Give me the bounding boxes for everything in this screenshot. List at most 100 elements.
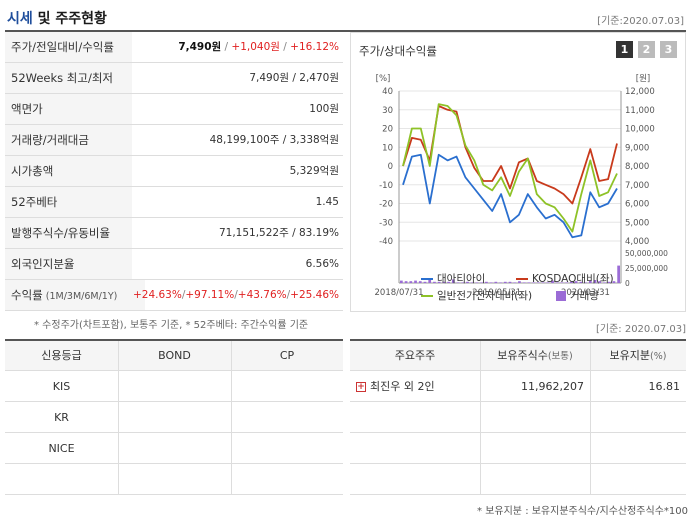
price-value-part: +25.46% bbox=[290, 289, 339, 301]
legend-label-volume: 거래량 bbox=[570, 290, 599, 302]
credit-agency: KR bbox=[54, 411, 69, 424]
price-row-label: 주가/전일대비/수익률 bbox=[5, 32, 132, 62]
price-value-part: / bbox=[286, 289, 291, 301]
table-row: + 최진우 외 2인 11,962,207 16.81 bbox=[350, 371, 686, 402]
volume-bar bbox=[603, 282, 606, 283]
price-row-label: 발행주식수/유동비율 bbox=[5, 218, 132, 248]
volume-bar bbox=[423, 281, 427, 283]
holder-name-cell bbox=[350, 433, 480, 463]
volume-bar bbox=[560, 282, 564, 283]
volume-bar bbox=[527, 282, 531, 283]
legend-item-kosdaq: KOSDAQ대비(좌) bbox=[516, 271, 614, 286]
cp-grade bbox=[231, 433, 343, 463]
price-row-label: 52Weeks 최고/최저 bbox=[5, 63, 132, 93]
y2-tick-label: 12,000 bbox=[625, 87, 655, 97]
y2-tick-label: 8,000 bbox=[625, 162, 649, 172]
col-shares: 보유주식수(보통) bbox=[480, 341, 590, 370]
volume-bar bbox=[480, 282, 484, 283]
price-row-label: 액면가 bbox=[5, 94, 132, 124]
chart-page-1[interactable]: 1 bbox=[616, 41, 633, 58]
volume-bar bbox=[414, 280, 417, 283]
chart-page-3[interactable]: 3 bbox=[660, 41, 677, 58]
y2-tick-label: 7,000 bbox=[625, 181, 649, 191]
volume-bar bbox=[588, 280, 592, 283]
credit-agency bbox=[5, 464, 118, 494]
price-row: 거래량/거래대금 48,199,100주 / 3,338억원 bbox=[5, 125, 343, 156]
volume-bar bbox=[409, 281, 413, 283]
price-row-label-text: 액면가 bbox=[11, 102, 43, 116]
price-value-part: +97.11% bbox=[185, 289, 235, 301]
holder-name: 최진우 외 2인 bbox=[370, 380, 435, 393]
price-row-value: 7,490원 / +1,040원 / +16.12% bbox=[178, 32, 339, 62]
table-row: KIS bbox=[5, 371, 343, 402]
volume-bar bbox=[418, 281, 422, 283]
price-value-part: / bbox=[181, 289, 186, 301]
table-row bbox=[350, 402, 686, 433]
volume-bar bbox=[489, 282, 493, 283]
legend-swatch-kosdaq bbox=[516, 278, 528, 280]
col-bond: BOND bbox=[158, 349, 191, 362]
price-row-label: 수익률 (1M/3M/6M/1Y) bbox=[5, 280, 145, 310]
price-row-value: 48,199,100주 / 3,338억원 bbox=[209, 134, 339, 146]
table-row bbox=[350, 433, 686, 464]
section-title: 시세 및 주주현황 bbox=[7, 8, 107, 28]
section-header: 시세 및 주주현황 [기준:2020.07.03] bbox=[5, 6, 686, 28]
base-date: [기준:2020.07.03] bbox=[597, 16, 684, 27]
volume-bar bbox=[461, 282, 465, 283]
holder-shares: 11,962,207 bbox=[521, 380, 584, 393]
price-row-label: 외국인지분율 bbox=[5, 249, 132, 279]
y-tick-label: -20 bbox=[379, 200, 393, 210]
holder-pct bbox=[590, 464, 686, 494]
volume-bar bbox=[518, 281, 521, 283]
chart-page-2[interactable]: 2 bbox=[638, 41, 655, 58]
holder-name-cell[interactable]: + 최진우 외 2인 bbox=[350, 371, 480, 401]
price-row-label-text: 시가총액 bbox=[11, 164, 54, 178]
price-row-label-text: 52주베타 bbox=[11, 195, 58, 209]
expand-icon[interactable]: + bbox=[356, 382, 366, 392]
volume-bar bbox=[612, 281, 616, 283]
volume-tick-label: 0 bbox=[625, 279, 630, 288]
return-chart: 40 12,000 30 11,000 20 10,000 10 9,000 0 8,000 -10… bbox=[375, 74, 669, 298]
legend-label-stock: 대아티아이 bbox=[437, 273, 486, 285]
y2-tick-label: 5,000 bbox=[625, 218, 649, 228]
legend-swatch-volume bbox=[556, 291, 566, 301]
volume-bar bbox=[565, 282, 569, 283]
cp-grade bbox=[231, 402, 343, 432]
volume-bar bbox=[499, 282, 502, 283]
price-value-part: +16.12% bbox=[290, 41, 339, 53]
volume-bar bbox=[433, 281, 436, 283]
base-date-2: [기준: 2020.07.03] bbox=[595, 324, 686, 335]
holder-shares bbox=[480, 402, 590, 432]
price-value-part: +24.63% bbox=[132, 289, 182, 301]
y2-tick-label: 6,000 bbox=[625, 200, 649, 210]
y2-tick-label: 11,000 bbox=[625, 106, 655, 116]
cp-grade bbox=[231, 464, 343, 494]
y-tick-label: 10 bbox=[382, 143, 393, 153]
volume-tick-label: 25,000,000 bbox=[625, 264, 668, 273]
volume-bar bbox=[503, 281, 507, 283]
price-info-table: 주가/전일대비/수익률 7,490원 / +1,040원 / +16.12% 52W… bbox=[5, 32, 343, 311]
price-row: 52주베타 1.45 bbox=[5, 187, 343, 218]
price-row-value: 71,151,522주 / 83.19% bbox=[218, 227, 339, 239]
volume-bar bbox=[593, 280, 597, 283]
volume-bar bbox=[532, 282, 535, 283]
volume-bar bbox=[404, 281, 408, 283]
price-row-value: 7,490원 / 2,470원 bbox=[249, 72, 339, 84]
table-row bbox=[5, 464, 343, 495]
bond-grade bbox=[118, 371, 231, 401]
credit-agency: NICE bbox=[48, 442, 75, 455]
price-row-label: 52주베타 bbox=[5, 187, 132, 217]
y2-tick-label: 4,000 bbox=[625, 237, 649, 247]
price-row-label: 거래량/거래대금 bbox=[5, 125, 132, 155]
credit-table-header: 신용등급 BOND CP bbox=[5, 341, 343, 371]
legend-item-sector: 일반전기전자대비(좌) bbox=[421, 288, 532, 303]
holder-shares bbox=[480, 433, 590, 463]
holders-table-header: 주요주주 보유주식수(보통) 보유지분(%) bbox=[350, 341, 686, 371]
x-tick-label: 2019/05/31 bbox=[472, 288, 521, 298]
holder-name-cell bbox=[350, 402, 480, 432]
price-row-value: 100원 bbox=[309, 103, 339, 115]
y-tick-label: -10 bbox=[379, 181, 393, 191]
volume-bar bbox=[494, 281, 498, 283]
col-shares-unit: (보통) bbox=[547, 351, 573, 362]
series-line-1 bbox=[402, 105, 618, 205]
